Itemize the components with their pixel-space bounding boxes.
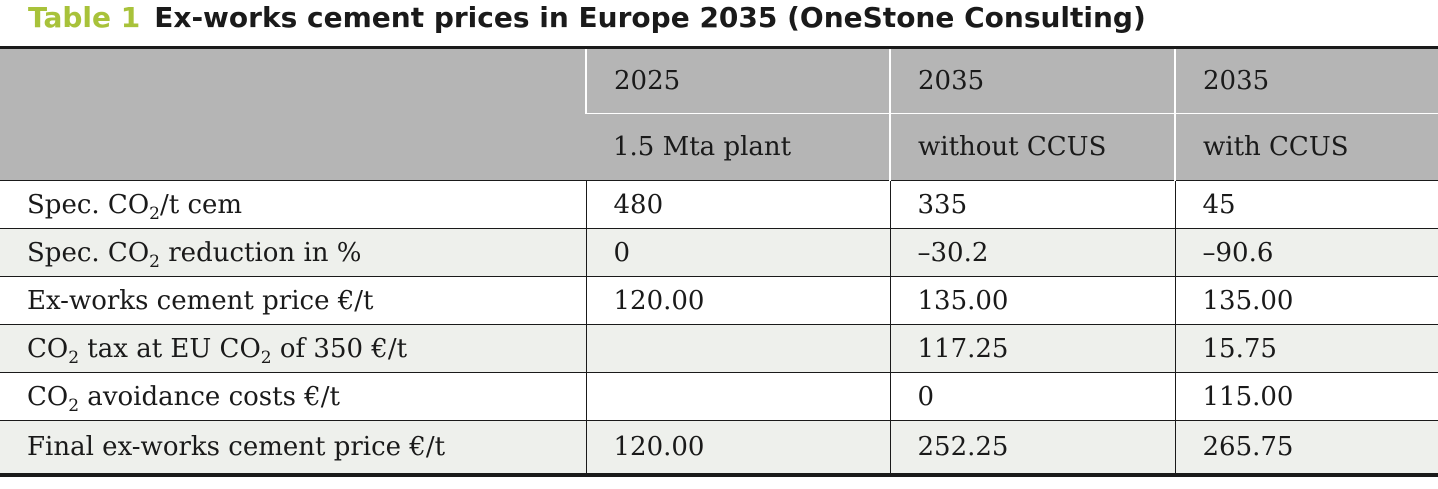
cell-value: –30.2	[889, 228, 1175, 277]
header-scenario: with CCUS	[1174, 113, 1438, 181]
table-caption: Table 1 Ex-works cement prices in Europe …	[28, 0, 1146, 44]
row-label: Final ex-works cement price €/t	[0, 420, 586, 477]
cell-value: 135.00	[1174, 276, 1438, 325]
cell-value: 335	[889, 180, 1175, 229]
header-year: 2035	[1174, 46, 1438, 114]
cell-value: 0	[889, 372, 1175, 421]
cell-value: 0	[585, 228, 890, 277]
cell-value	[585, 372, 890, 421]
table-row: Spec. CO2 reduction in % 0 –30.2 –90.6	[0, 228, 1438, 277]
row-label: Spec. CO2 reduction in %	[0, 228, 586, 277]
row-label: CO2 avoidance costs €/t	[0, 372, 586, 421]
row-label: Spec. CO2/t cem	[0, 180, 586, 229]
cell-value: 252.25	[889, 420, 1175, 477]
cell-value: 115.00	[1174, 372, 1438, 421]
header-row-scenarios: 1.5 Mta plant without CCUS with CCUS	[0, 113, 1438, 181]
cell-value: –90.6	[1174, 228, 1438, 277]
cell-value: 480	[585, 180, 890, 229]
cement-price-table: 2025 2035 2035 1.5 Mta plant without CCU…	[0, 46, 1438, 477]
table-row: Final ex-works cement price €/t 120.00 2…	[0, 420, 1438, 477]
header-year: 2035	[889, 46, 1175, 114]
cell-value: 45	[1174, 180, 1438, 229]
table-number: Table 1	[28, 1, 141, 34]
header-year: 2025	[585, 46, 890, 114]
header-row-years: 2025 2035 2035	[0, 46, 1438, 181]
header-blank-cell	[0, 46, 586, 181]
cell-value: 120.00	[585, 420, 890, 477]
cell-value: 265.75	[1174, 420, 1438, 477]
table-row: CO2 tax at EU CO2 of 350 €/t 117.25 15.7…	[0, 324, 1438, 373]
table-title: Ex-works cement prices in Europe 2035 (O…	[154, 1, 1146, 34]
row-label: CO2 tax at EU CO2 of 350 €/t	[0, 324, 586, 373]
table-row: Ex-works cement price €/t 120.00 135.00 …	[0, 276, 1438, 325]
header-scenario: 1.5 Mta plant	[586, 113, 890, 181]
cell-value: 15.75	[1174, 324, 1438, 373]
table-row: Spec. CO2/t cem 480 335 45	[0, 180, 1438, 229]
header-scenario: without CCUS	[889, 113, 1175, 181]
cell-value: 135.00	[889, 276, 1175, 325]
cell-value	[585, 324, 890, 373]
row-label: Ex-works cement price €/t	[0, 276, 586, 325]
table-row: CO2 avoidance costs €/t 0 115.00	[0, 372, 1438, 421]
cell-value: 117.25	[889, 324, 1175, 373]
cell-value: 120.00	[585, 276, 890, 325]
